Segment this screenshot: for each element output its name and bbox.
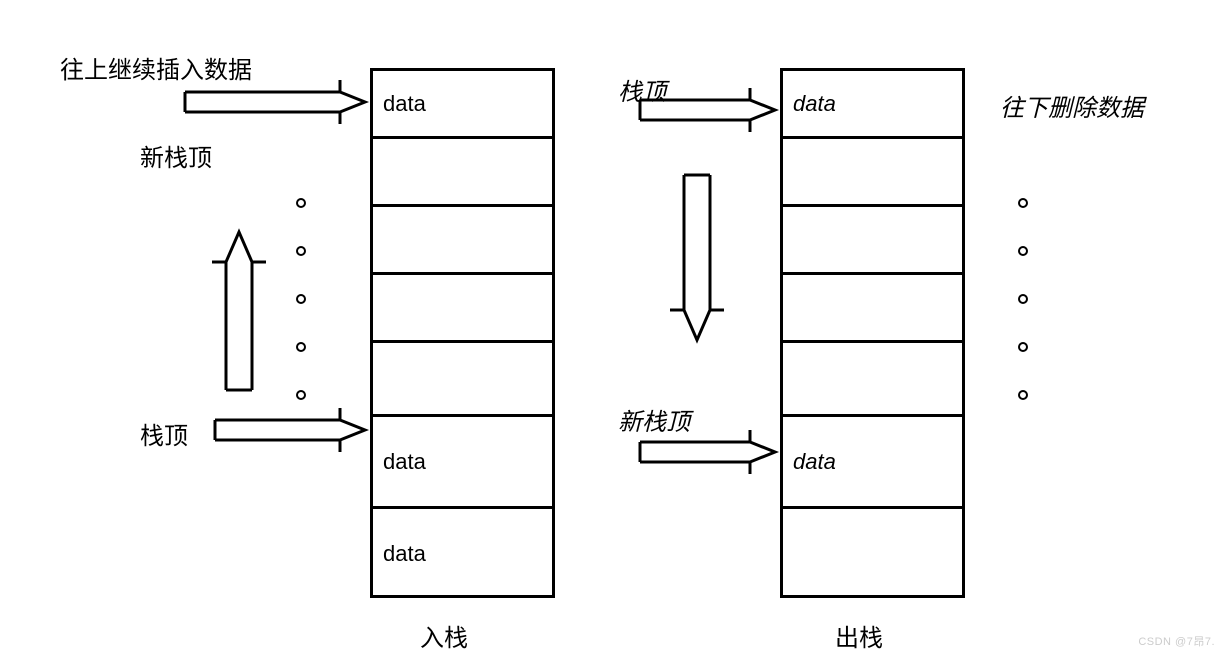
diagram-canvas: data data data 往上继续插入数据 新栈顶 栈顶 入栈: [0, 0, 1225, 655]
right-dots: [1018, 198, 1028, 400]
watermark: CSDN @7昂7.: [1138, 633, 1215, 649]
right-arrows: [0, 0, 1225, 655]
